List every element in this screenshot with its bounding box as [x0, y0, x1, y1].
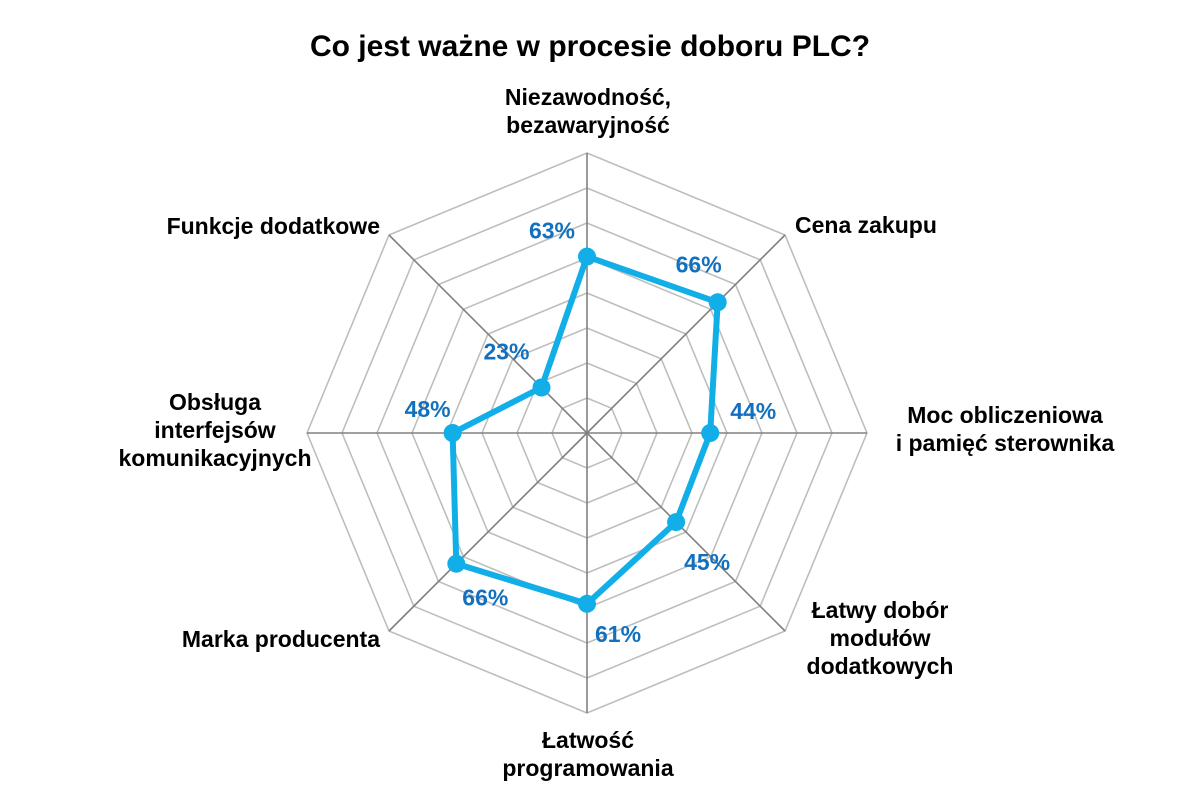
category-label: Moc obliczeniowa i pamięć sterownika	[896, 402, 1115, 456]
value-label: 45%	[684, 549, 730, 575]
radar-series	[443, 247, 727, 613]
value-label: 63%	[529, 218, 575, 244]
axis-spoke	[586, 234, 786, 434]
category-label: Marka producenta	[182, 626, 380, 652]
data-point	[532, 378, 551, 397]
chart-title: Co jest ważne w procesie doboru PLC?	[310, 30, 870, 63]
category-label: Łatwość programowania	[502, 727, 673, 781]
axis-spoke	[388, 432, 588, 632]
category-label: Łatwy dobór modułów dodatkowych	[807, 597, 954, 679]
value-label: 61%	[595, 621, 641, 647]
value-label: 44%	[730, 398, 776, 424]
value-labels: 63% 66% 44% 45% 61% 66% 48% 23%	[405, 218, 777, 647]
data-point	[708, 293, 727, 312]
radar-spokes	[307, 153, 867, 713]
category-labels: Niezawodność, bezawaryjność Cena zakupu Moc…	[118, 84, 1114, 781]
value-label: 66%	[462, 585, 508, 611]
data-point	[578, 594, 596, 613]
data-point	[443, 424, 462, 442]
value-label: 23%	[483, 339, 529, 365]
axis-spoke	[388, 234, 588, 434]
category-label: Cena zakupu	[795, 212, 937, 238]
data-point	[447, 554, 466, 573]
category-label: Niezawodność, bezawaryjność	[505, 84, 671, 138]
value-label: 48%	[405, 396, 451, 422]
category-label: Funkcje dodatkowe	[167, 213, 380, 239]
data-point	[667, 513, 686, 532]
axis-spoke	[586, 432, 786, 632]
data-point	[578, 247, 596, 266]
category-label: Obsługa interfejsów komunikacyjnych	[118, 389, 311, 471]
value-label: 66%	[676, 251, 722, 277]
data-point	[701, 424, 720, 442]
